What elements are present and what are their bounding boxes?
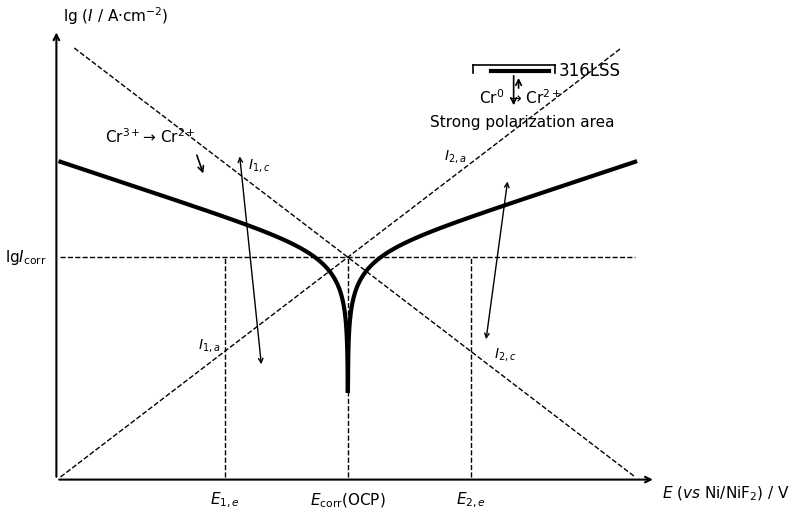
Text: $E_{\mathrm{corr}}$(OCP): $E_{\mathrm{corr}}$(OCP)	[310, 491, 386, 509]
Text: 316LSS: 316LSS	[558, 62, 621, 80]
Text: $E_{2,e}$: $E_{2,e}$	[456, 491, 486, 510]
Text: $E_{1,e}$: $E_{1,e}$	[210, 491, 240, 510]
Text: Cr$^{0}$ → Cr$^{2+}$: Cr$^{0}$ → Cr$^{2+}$	[479, 88, 562, 107]
Text: $I_{2,a}$: $I_{2,a}$	[444, 148, 467, 165]
Text: $I_{2,c}$: $I_{2,c}$	[494, 346, 517, 363]
Text: Cr$^{3+}$→ Cr$^{2+}$: Cr$^{3+}$→ Cr$^{2+}$	[106, 127, 196, 146]
Text: $E$ ($vs$ Ni/NiF$_2$) / V: $E$ ($vs$ Ni/NiF$_2$) / V	[662, 485, 790, 503]
Text: $I_{1,a}$: $I_{1,a}$	[198, 336, 221, 353]
Text: lg ($I$ / A·cm$^{-2}$): lg ($I$ / A·cm$^{-2}$)	[63, 5, 169, 27]
Text: lg$I_{\mathrm{corr}}$: lg$I_{\mathrm{corr}}$	[5, 248, 46, 267]
Text: $I_{1,c}$: $I_{1,c}$	[248, 157, 270, 174]
Text: Strong polarization area: Strong polarization area	[430, 115, 614, 130]
